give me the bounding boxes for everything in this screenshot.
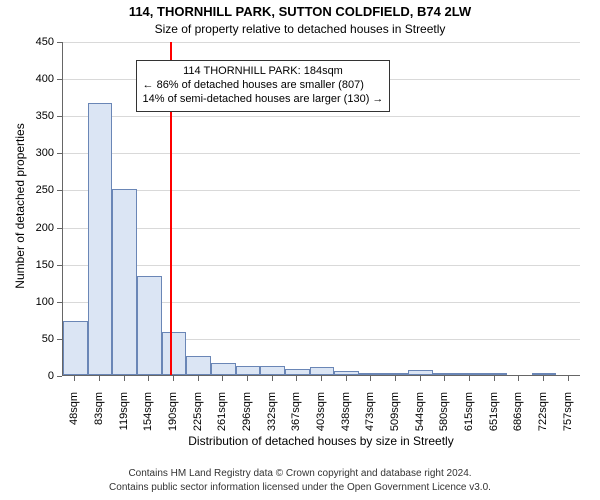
- x-tick-label: 544sqm: [414, 392, 426, 442]
- bar: [384, 373, 409, 375]
- x-tick-label: 261sqm: [216, 392, 228, 442]
- x-tick-mark: [222, 376, 223, 381]
- bar: [186, 356, 211, 375]
- y-tick-mark: [57, 116, 62, 117]
- x-tick-mark: [518, 376, 519, 381]
- bar: [260, 366, 285, 375]
- chart-container: 114, THORNHILL PARK, SUTTON COLDFIELD, B…: [0, 0, 600, 500]
- bar: [408, 370, 433, 375]
- x-tick-mark: [395, 376, 396, 381]
- y-tick-label: 450: [0, 36, 54, 48]
- gridline: [63, 265, 580, 266]
- bar: [63, 321, 88, 375]
- y-axis-label: Number of detached properties: [13, 56, 27, 356]
- x-tick-label: 403sqm: [315, 392, 327, 442]
- x-tick-mark: [99, 376, 100, 381]
- y-tick-mark: [57, 228, 62, 229]
- y-tick-mark: [57, 339, 62, 340]
- x-tick-mark: [370, 376, 371, 381]
- x-tick-mark: [173, 376, 174, 381]
- plot-area: 114 THORNHILL PARK: 184sqm← 86% of detac…: [62, 42, 580, 376]
- y-tick-mark: [57, 42, 62, 43]
- y-tick-label: 350: [0, 110, 54, 122]
- x-tick-label: 438sqm: [340, 392, 352, 442]
- bar: [88, 103, 113, 375]
- x-tick-label: 119sqm: [118, 392, 130, 442]
- y-tick-label: 300: [0, 147, 54, 159]
- x-tick-mark: [420, 376, 421, 381]
- gridline: [63, 228, 580, 229]
- x-tick-mark: [346, 376, 347, 381]
- bar: [236, 366, 261, 375]
- x-tick-mark: [74, 376, 75, 381]
- x-tick-label: 651sqm: [488, 392, 500, 442]
- x-tick-mark: [296, 376, 297, 381]
- x-tick-mark: [444, 376, 445, 381]
- x-tick-label: 580sqm: [438, 392, 450, 442]
- x-tick-label: 473sqm: [364, 392, 376, 442]
- bar: [310, 367, 335, 375]
- y-tick-label: 50: [0, 333, 54, 345]
- x-tick-mark: [124, 376, 125, 381]
- bar: [162, 332, 187, 375]
- bar: [458, 373, 483, 375]
- chart-subtitle: Size of property relative to detached ho…: [0, 22, 600, 36]
- y-tick-mark: [57, 79, 62, 80]
- x-tick-mark: [321, 376, 322, 381]
- bar: [112, 189, 137, 375]
- annotation-box: 114 THORNHILL PARK: 184sqm← 86% of detac…: [136, 60, 391, 111]
- bar: [285, 369, 310, 375]
- x-tick-mark: [494, 376, 495, 381]
- x-tick-mark: [568, 376, 569, 381]
- y-tick-label: 250: [0, 184, 54, 196]
- x-tick-label: 722sqm: [537, 392, 549, 442]
- footnote-line-2: Contains public sector information licen…: [0, 482, 600, 493]
- x-tick-mark: [272, 376, 273, 381]
- y-tick-mark: [57, 376, 62, 377]
- x-tick-mark: [198, 376, 199, 381]
- x-tick-label: 509sqm: [389, 392, 401, 442]
- y-tick-mark: [57, 190, 62, 191]
- y-tick-label: 200: [0, 222, 54, 234]
- annotation-line: ← 86% of detached houses are smaller (80…: [143, 79, 384, 93]
- bar: [359, 373, 384, 375]
- y-tick-label: 150: [0, 259, 54, 271]
- x-tick-label: 296sqm: [241, 392, 253, 442]
- x-tick-mark: [148, 376, 149, 381]
- footnote-line-1: Contains HM Land Registry data © Crown c…: [0, 468, 600, 479]
- x-tick-label: 332sqm: [266, 392, 278, 442]
- bar: [334, 371, 359, 375]
- y-tick-mark: [57, 265, 62, 266]
- bar: [532, 373, 557, 375]
- bar: [211, 363, 236, 375]
- gridline: [63, 42, 580, 43]
- x-tick-label: 154sqm: [142, 392, 154, 442]
- gridline: [63, 116, 580, 117]
- x-tick-mark: [543, 376, 544, 381]
- x-tick-label: 686sqm: [512, 392, 524, 442]
- annotation-line: 114 THORNHILL PARK: 184sqm: [143, 65, 384, 79]
- x-tick-label: 48sqm: [68, 392, 80, 442]
- gridline: [63, 190, 580, 191]
- chart-title: 114, THORNHILL PARK, SUTTON COLDFIELD, B…: [0, 4, 600, 19]
- y-tick-label: 400: [0, 73, 54, 85]
- bar: [433, 373, 458, 375]
- x-tick-label: 225sqm: [192, 392, 204, 442]
- x-tick-label: 83sqm: [93, 392, 105, 442]
- x-tick-label: 757sqm: [562, 392, 574, 442]
- y-tick-mark: [57, 153, 62, 154]
- y-tick-label: 0: [0, 370, 54, 382]
- y-tick-label: 100: [0, 296, 54, 308]
- x-tick-label: 367sqm: [290, 392, 302, 442]
- x-tick-label: 615sqm: [463, 392, 475, 442]
- x-tick-label: 190sqm: [167, 392, 179, 442]
- x-tick-mark: [247, 376, 248, 381]
- bar: [482, 373, 507, 375]
- gridline: [63, 153, 580, 154]
- bar: [137, 276, 162, 375]
- y-tick-mark: [57, 302, 62, 303]
- annotation-line: 14% of semi-detached houses are larger (…: [143, 93, 384, 107]
- x-tick-mark: [469, 376, 470, 381]
